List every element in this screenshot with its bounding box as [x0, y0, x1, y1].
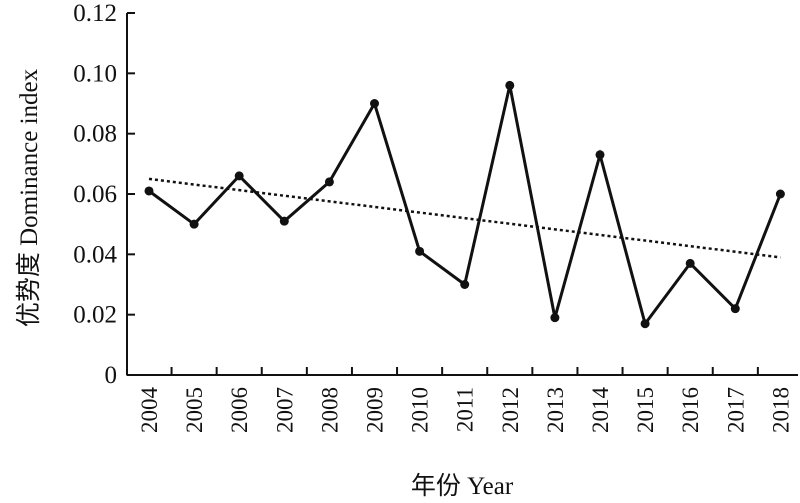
y-tick-labels: 0 0.02 0.04 0.06 0.08 0.10 0.12 [73, 0, 117, 389]
y-tick-label: 0 [105, 362, 118, 389]
data-point [144, 186, 154, 196]
data-point [505, 80, 515, 90]
data-points [144, 80, 785, 329]
data-point [640, 319, 650, 329]
data-point [234, 171, 244, 181]
x-axis-title: 年份 Year [411, 472, 514, 500]
x-tick-label: 2013 [543, 387, 568, 433]
data-point [415, 246, 425, 256]
x-tick-label: 2006 [227, 387, 252, 433]
data-point [324, 177, 334, 187]
x-tick-label: 2018 [768, 387, 793, 433]
x-tick-label: 2010 [408, 387, 433, 433]
x-tick-label: 2017 [723, 387, 748, 433]
data-point [279, 216, 289, 226]
x-tick-label: 2008 [317, 387, 342, 433]
data-point [595, 150, 605, 160]
y-tick-label: 0.12 [73, 0, 117, 27]
data-point [730, 304, 740, 314]
y-tick-label: 0.04 [73, 241, 117, 268]
x-tick-label: 2005 [182, 387, 207, 433]
data-point [550, 313, 560, 323]
y-tick-label: 0.08 [73, 121, 117, 148]
data-point [685, 258, 695, 268]
axes [126, 12, 798, 376]
x-tick-label: 2015 [633, 387, 658, 433]
x-tick-label: 2012 [498, 387, 523, 433]
x-tick-label: 2004 [137, 387, 162, 434]
x-tick-label: 2009 [363, 387, 388, 433]
data-point [775, 189, 785, 199]
data-point [370, 99, 379, 108]
y-tick-label: 0.10 [73, 60, 117, 87]
y-tick-label: 0.02 [73, 302, 117, 329]
x-tick-label: 2014 [588, 387, 613, 434]
x-tick-label: 2011 [453, 387, 478, 432]
data-point [460, 280, 470, 289]
x-tick-label: 2007 [272, 387, 297, 433]
y-tick-label: 0.06 [73, 181, 117, 208]
data-point [189, 219, 199, 229]
trend-line [148, 177, 781, 259]
x-tick-labels: 2004 2005 2006 2007 2008 2009 2010 2011 2012 2013… [137, 387, 793, 434]
y-axis-title: 优势度 Dominance index [15, 68, 43, 327]
x-tick-label: 2016 [678, 387, 703, 433]
